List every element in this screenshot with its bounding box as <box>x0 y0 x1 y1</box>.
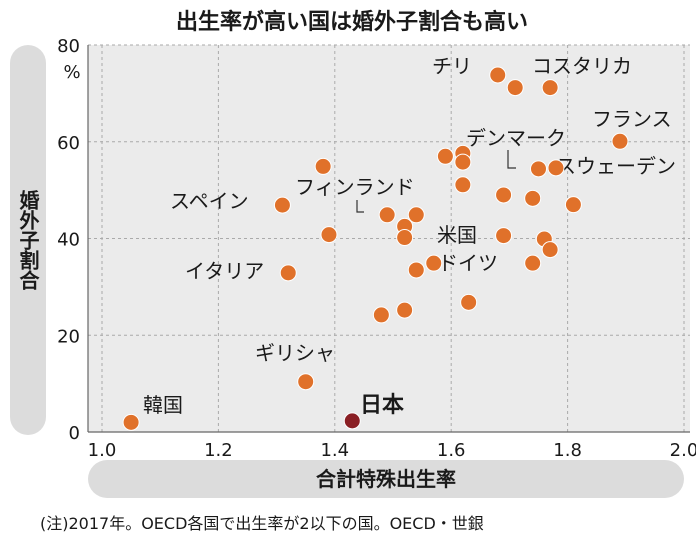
data-point <box>454 153 472 171</box>
y-axis-label: 婚外子割合 <box>16 189 40 290</box>
x-tick-label: 1.0 <box>88 440 117 461</box>
data-point <box>396 301 414 319</box>
x-tick-label: 1.2 <box>204 440 233 461</box>
chart-title: 出生率が高い国は婚外子割合も高い <box>176 9 528 35</box>
y-tick-label: 0 <box>69 423 80 444</box>
data-point <box>454 176 472 194</box>
x-tick-label: 2.0 <box>670 440 696 461</box>
data-point <box>495 186 513 204</box>
data-point-26 <box>279 264 297 282</box>
data-point <box>372 306 390 324</box>
y-axis-label-pill <box>10 45 46 435</box>
point-label: コスタリカ <box>532 54 632 78</box>
x-axis-label: 合計特殊出生率 <box>316 467 456 491</box>
point-label: スペイン <box>170 189 249 213</box>
data-point <box>314 157 332 175</box>
data-point <box>506 79 524 97</box>
point-label: イタリア <box>185 259 264 283</box>
point-label: フランス <box>592 107 672 131</box>
data-point-15 <box>378 206 396 224</box>
point-label: フィンランド <box>295 175 415 199</box>
data-point-8 <box>547 159 565 177</box>
data-point <box>460 293 478 311</box>
data-point <box>541 241 559 259</box>
point-label: 韓国 <box>143 393 183 417</box>
data-point <box>396 229 414 247</box>
data-point <box>524 254 542 272</box>
data-point <box>407 261 425 279</box>
data-point <box>436 147 454 165</box>
y-unit-label: % <box>63 62 80 83</box>
y-tick-label: 40 <box>57 230 80 251</box>
y-tick-label: 20 <box>57 326 80 347</box>
point-label: デンマーク <box>466 126 566 150</box>
point-label: スウェーデン <box>556 154 676 178</box>
x-tick-label: 1.8 <box>553 440 582 461</box>
source-note: (注)2017年。OECD各国で出生率が2以下の国。OECD・世銀 <box>40 514 484 533</box>
label-leader <box>356 200 364 213</box>
data-point-14 <box>273 196 291 214</box>
data-point <box>564 196 582 214</box>
data-point-3 <box>611 132 629 150</box>
data-point-7 <box>530 160 547 178</box>
x-tick-label: 1.6 <box>437 440 466 461</box>
data-point <box>407 206 425 224</box>
point-label: チリ <box>432 54 472 78</box>
data-point-20 <box>495 227 513 245</box>
data-point-2 <box>541 79 559 97</box>
data-point <box>320 226 338 244</box>
data-point-24 <box>425 254 443 272</box>
data-point-0 <box>489 66 507 84</box>
y-tick-label: 80 <box>57 36 80 57</box>
data-point-31 <box>122 413 140 431</box>
x-tick-label: 1.4 <box>320 440 349 461</box>
point-label: 日本 <box>360 393 404 418</box>
data-point <box>524 189 542 207</box>
x-axis-label-pill <box>88 460 684 498</box>
data-point-32 <box>343 412 361 430</box>
point-label: ギリシャ <box>255 341 335 365</box>
point-label: ドイツ <box>438 251 498 275</box>
data-point-30 <box>297 373 315 391</box>
point-label: 米国 <box>437 223 477 247</box>
y-tick-label: 60 <box>57 133 80 154</box>
label-leader <box>507 150 516 169</box>
